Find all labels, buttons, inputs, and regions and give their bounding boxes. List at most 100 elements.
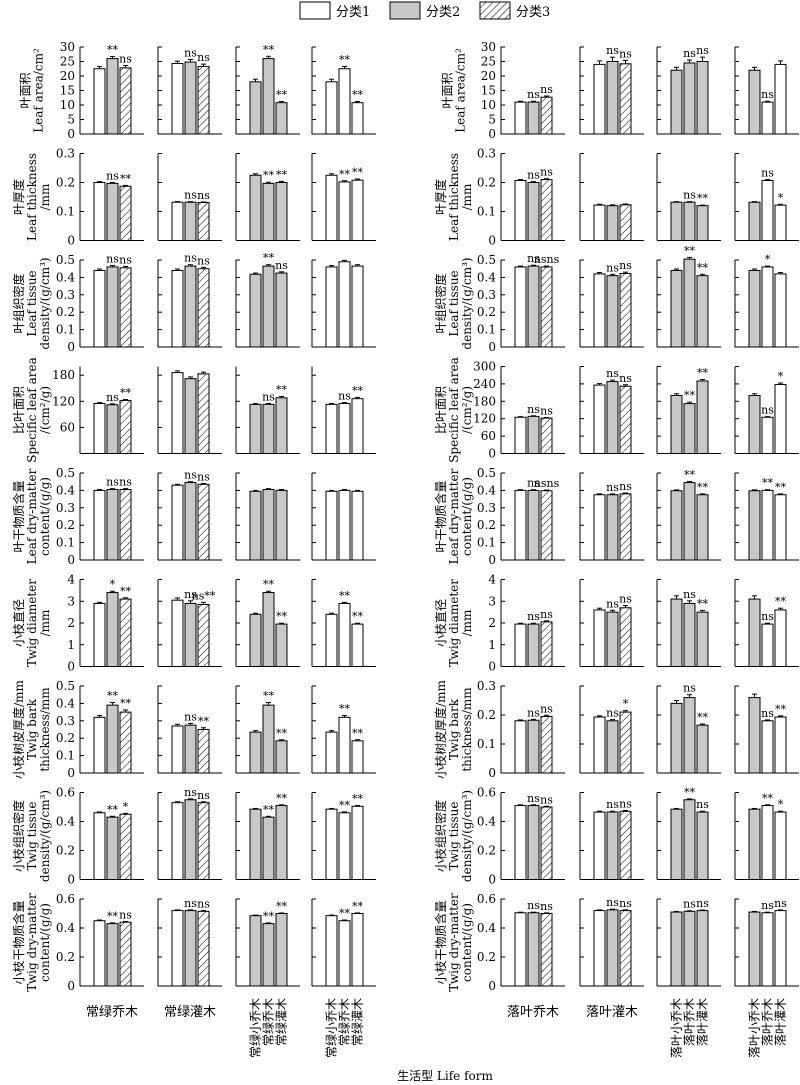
chart-panel: 0 0.2 0.4 0.6 ** ns: [56, 892, 144, 993]
significance-label: **: [276, 792, 288, 805]
chart-panel: nsns**: [157, 579, 222, 668]
y-tick-label: 0.2: [477, 950, 496, 964]
bar: [527, 805, 540, 880]
significance-label: ns: [683, 189, 696, 202]
significance-label: **: [263, 252, 275, 265]
significance-label: **: [339, 589, 351, 602]
bar: [106, 592, 119, 667]
y-axis-label-right: 小枝干物质含量Twig dry-mattercontent/(g/g): [433, 893, 474, 992]
bar: [351, 179, 364, 241]
y-tick-label: 0.5: [56, 466, 75, 480]
bar: [171, 372, 184, 454]
bar: [197, 910, 210, 987]
bar: [774, 910, 787, 987]
significance-label: ns: [619, 372, 632, 385]
bar: [540, 179, 553, 242]
bar: [351, 740, 364, 774]
bar: [171, 201, 184, 241]
bar: [249, 613, 262, 667]
bar: [106, 58, 119, 135]
y-axis-label-line: Leaf thickness: [447, 153, 461, 241]
bar: [184, 61, 197, 135]
y-tick-label: 0: [488, 553, 496, 567]
bar: [606, 811, 619, 881]
significance-label: **: [352, 900, 364, 913]
bar: [325, 403, 338, 454]
chart-panel: ****: [311, 579, 376, 668]
significance-label: ns: [761, 899, 774, 912]
bar: [761, 912, 774, 987]
significance-label: ns: [527, 88, 540, 101]
significance-label: ns: [184, 897, 197, 910]
bar: [119, 489, 132, 561]
legend-swatch-2: [389, 1, 421, 20]
bar: [119, 598, 132, 668]
chart-panel: ns ns: [579, 579, 644, 668]
bar: [338, 261, 351, 348]
significance-label: *: [110, 578, 116, 591]
group-label: 常绿小乔木: [324, 998, 339, 1058]
bar: [184, 602, 197, 667]
significance-label: ns: [606, 597, 619, 610]
chart-panel: [311, 472, 376, 561]
y-tick-label: 25: [481, 55, 496, 69]
bar: [593, 494, 606, 561]
y-tick-label: 5: [67, 113, 75, 127]
chart-panel: 0 60 120 180 240 300 ns ns: [473, 360, 565, 461]
chart-panel: ns ns: [157, 252, 222, 348]
bar: [119, 185, 132, 242]
y-tick-label: 240: [473, 377, 496, 391]
y-tick-label: 120: [473, 412, 496, 426]
y-tick-label: 1: [488, 638, 496, 652]
chart-panel: ****: [311, 46, 376, 135]
chart-panel: ns ns: [579, 792, 644, 881]
significance-label: **: [339, 703, 351, 716]
group-label: 常绿小乔木: [248, 998, 263, 1058]
chart-panel: ns **: [656, 682, 721, 774]
significance-label: **: [263, 803, 275, 816]
significance-label: ns: [106, 253, 119, 266]
bar: [275, 913, 288, 987]
y-tick-label: 0.5: [56, 679, 75, 693]
significance-label: ns: [527, 477, 540, 490]
bar: [119, 67, 132, 135]
bar: [325, 266, 338, 348]
bar: [262, 592, 275, 667]
chart-panel: ns ns: [157, 469, 222, 561]
chart-panel: [235, 472, 300, 561]
chart-panel: ns *: [734, 366, 799, 455]
significance-label: **: [352, 89, 364, 102]
y-tick-label: 0.2: [56, 305, 75, 319]
y-tick-label: 180: [473, 394, 496, 408]
y-tick-label: 0.4: [56, 815, 75, 829]
y-tick-label: 0.1: [477, 323, 496, 337]
y-axis-label-line: /(cm²/g): [460, 386, 474, 434]
y-axis-label-line: Twig dry-matter: [447, 893, 461, 992]
y-axis-label-line: 小枝组织密度: [433, 800, 448, 872]
significance-label: ns: [540, 166, 553, 179]
y-axis-label-left: 比叶面积Specific leaf area/(cm²/g): [12, 357, 52, 463]
chart-panel: 0 0.2 0.4 0.6 ns ns: [477, 786, 565, 887]
chart-panel: ****: [235, 685, 300, 774]
chart-panel: ns *: [734, 153, 799, 241]
bar: [197, 373, 210, 454]
significance-label: **: [107, 910, 119, 923]
bar: [696, 910, 709, 987]
y-axis-label-line: density/(g/cm³): [460, 790, 474, 882]
group-label: 落叶小乔木: [670, 998, 684, 1058]
bar: [761, 805, 774, 880]
significance-label: ns: [197, 898, 210, 911]
significance-label: **: [339, 799, 351, 812]
chart-panel: ****: [235, 153, 300, 241]
bar: [184, 265, 197, 348]
chart-panel: ** *: [734, 792, 799, 881]
significance-label: nsns: [534, 253, 560, 266]
chart-row: 叶厚度Leaf thickness/mm 叶厚度Leaf thickness/mm…: [11, 147, 799, 248]
y-tick-label: 0.3: [56, 147, 75, 161]
significance-label: *: [623, 698, 629, 711]
significance-label: ns: [119, 476, 132, 489]
bar: [670, 69, 683, 135]
bar: [696, 275, 709, 348]
chart-panel: 0 0.1 0.2 0.3 0.4 0.5 ****: [56, 679, 144, 780]
y-axis-label-right: 叶组织密度Leaf tissuedensity/(g/cm³): [433, 257, 474, 349]
